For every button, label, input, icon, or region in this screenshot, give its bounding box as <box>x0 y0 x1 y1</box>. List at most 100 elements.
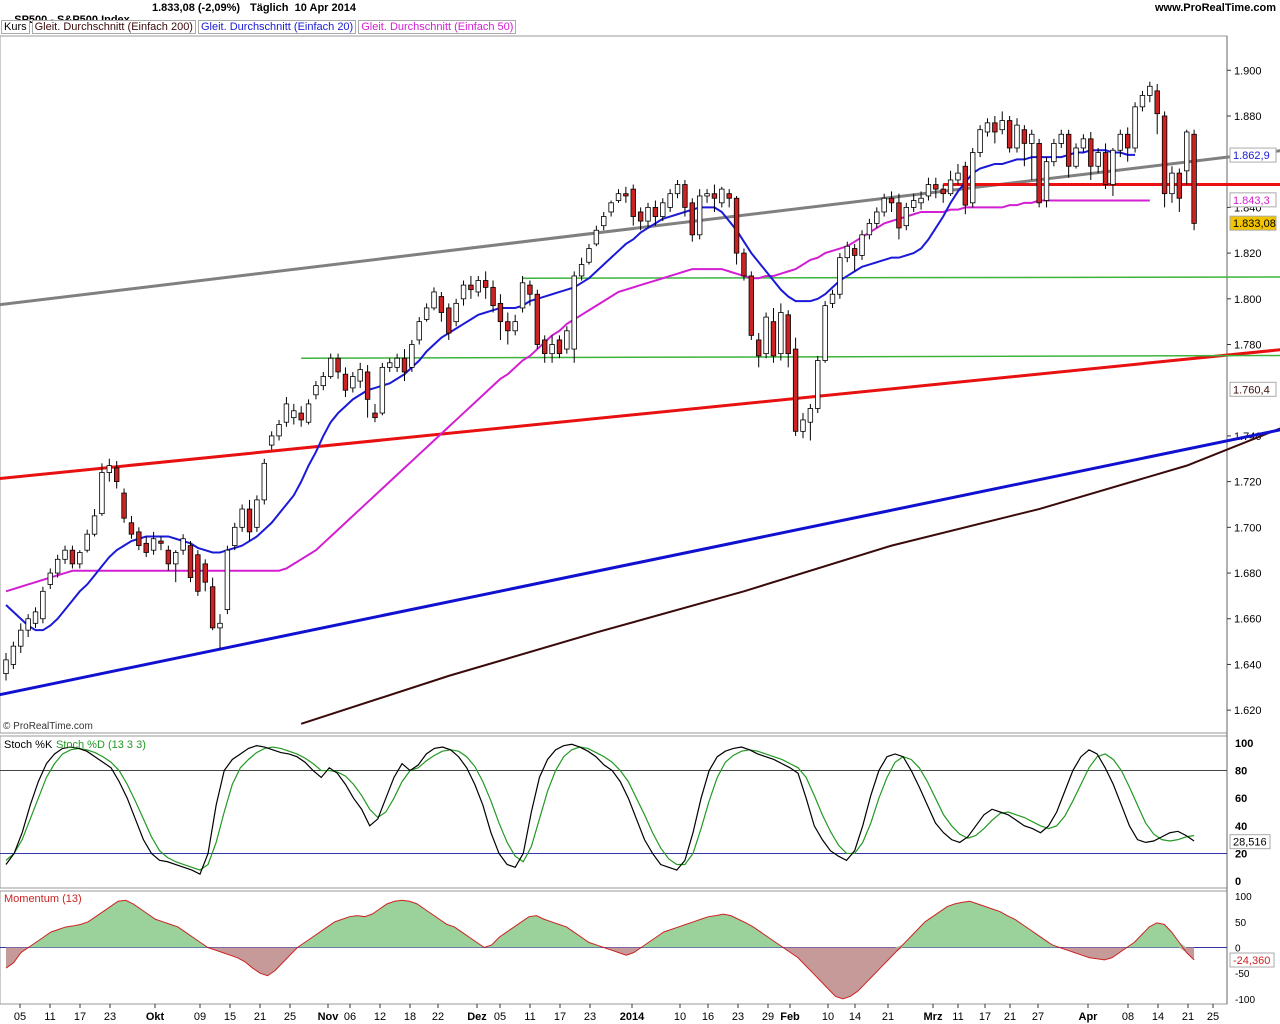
trendline-blue-support <box>0 428 1280 697</box>
candle-body <box>822 305 828 361</box>
candle-body <box>792 348 799 432</box>
x-tick-label: Dez <box>467 1011 487 1023</box>
stoch-value-label: 28,516 <box>1233 837 1267 849</box>
candle-body <box>527 284 533 295</box>
candle-body <box>298 412 304 421</box>
candle-body <box>719 188 725 204</box>
price-tick-label: 1.660 <box>1234 614 1262 626</box>
candle-body <box>763 316 769 355</box>
stoch-tick-label: 80 <box>1235 766 1247 778</box>
candle-body <box>1102 152 1109 185</box>
candle-body <box>733 197 740 254</box>
candle-body <box>704 193 710 197</box>
trendline-green-lower <box>301 354 1280 359</box>
candle-body <box>1029 133 1035 144</box>
candle-body <box>3 659 9 674</box>
copyright-text: © ProRealTime.com <box>3 721 93 732</box>
candle-body <box>1036 143 1042 204</box>
candle-body <box>785 314 791 355</box>
pane-frame-0 <box>0 35 1228 734</box>
candle-body <box>1058 133 1064 144</box>
trendline-red-support <box>0 348 1280 480</box>
price-label-box <box>1229 192 1277 208</box>
candle-body <box>313 385 319 396</box>
candle-body <box>209 586 216 629</box>
candle-body <box>99 472 105 515</box>
candle-body <box>837 257 843 295</box>
x-tick-label: 12 <box>374 1011 386 1023</box>
candle-body <box>490 286 496 307</box>
candle-body <box>25 618 31 631</box>
legend-ma20[interactable]: Gleit. Durchschnitt (Einfach 20) <box>197 20 357 34</box>
price-label: 1.760,4 <box>1233 384 1270 396</box>
candle-body <box>564 330 570 350</box>
candle-body <box>910 200 917 208</box>
candle-body <box>283 403 290 423</box>
price-tick-label: 1.820 <box>1234 248 1262 260</box>
candle-body <box>933 184 939 190</box>
trendline-green-upper <box>522 276 1280 279</box>
candle-body <box>756 339 762 357</box>
x-tick-label: 11 <box>44 1011 55 1023</box>
candle-body <box>829 293 836 304</box>
price-label: 1.833,08 <box>1233 218 1276 230</box>
candle-body <box>689 202 695 236</box>
candle-body <box>578 264 585 277</box>
stoch-tick-label: 20 <box>1235 848 1247 860</box>
stoch-tick-label: 0 <box>1235 876 1241 888</box>
candle-body <box>453 302 459 323</box>
candle-body <box>1073 147 1079 167</box>
x-tick-label: 25 <box>284 1011 296 1023</box>
x-tick-label: 21 <box>1182 1011 1194 1023</box>
legend-kurs[interactable]: Kurs <box>1 20 30 34</box>
x-tick-label: 06 <box>344 1011 356 1023</box>
candle-body <box>925 184 932 197</box>
candle-body <box>320 376 327 387</box>
candle-body <box>372 412 378 419</box>
candle-body <box>748 275 755 336</box>
candle-body <box>947 179 954 195</box>
price-tick-label: 1.880 <box>1234 111 1262 123</box>
candle-body <box>1191 133 1197 224</box>
candle-body <box>268 435 275 446</box>
candle-body <box>1080 138 1087 149</box>
price-tick-label: 1.700 <box>1234 522 1262 534</box>
candle-body <box>423 307 430 320</box>
price-label: 1.843,3 <box>1233 195 1270 207</box>
legend-ma50[interactable]: Gleit. Durchschnitt (Einfach 50) <box>358 20 517 34</box>
x-tick-label: 23 <box>104 1011 116 1023</box>
candle-body <box>1021 129 1028 144</box>
brand-link[interactable]: www.ProRealTime.com <box>1154 2 1276 14</box>
momentum-label: Momentum (13) <box>4 893 82 905</box>
price-tick-label: 1.640 <box>1234 659 1262 671</box>
x-tick-label: 21 <box>1004 1011 1016 1023</box>
candle-body <box>1184 131 1190 172</box>
trendline-gray-resistance <box>0 149 1280 307</box>
candle-body <box>475 280 481 293</box>
legend-ma200[interactable]: Gleit. Durchschnitt (Einfach 200) <box>31 20 196 34</box>
momentum-tick-label: 100 <box>1235 892 1252 903</box>
candle-body <box>512 321 518 332</box>
candle-body <box>47 572 53 585</box>
candle-body <box>542 339 548 355</box>
candle-body <box>549 344 555 355</box>
candle-body <box>962 165 969 206</box>
candle-body <box>431 291 437 309</box>
candle-body <box>888 197 895 204</box>
candle-body <box>505 321 511 332</box>
indicator-legend: Kurs Gleit. Durchschnitt (Einfach 200) G… <box>1 20 518 34</box>
price-tick-label: 1.620 <box>1234 705 1262 717</box>
x-tick-label: 18 <box>404 1011 416 1023</box>
candle-body <box>460 284 467 300</box>
candle-body <box>977 129 983 153</box>
price-tick-label: 1.780 <box>1234 340 1262 352</box>
candle-body <box>770 321 777 357</box>
candle-body <box>1006 120 1013 149</box>
price-tick-label: 1.680 <box>1234 568 1262 580</box>
price-label-box <box>1229 147 1277 163</box>
candle-body <box>158 540 164 544</box>
candle-body <box>10 645 17 665</box>
x-tick-label: 16 <box>702 1011 714 1023</box>
x-tick-label: Okt <box>146 1011 165 1023</box>
